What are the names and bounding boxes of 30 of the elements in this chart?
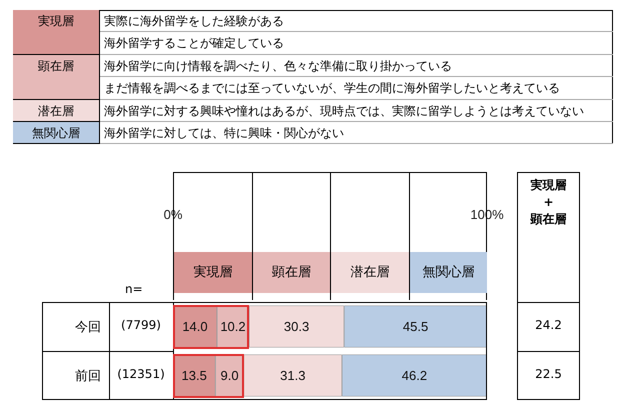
data-label: 46.2 bbox=[402, 368, 428, 383]
text: 24.2 bbox=[534, 318, 563, 334]
legend-swatch: 実現層 bbox=[174, 252, 252, 293]
text: 海外留学に向け情報を調べたり、色々な準備に取り掛かっている bbox=[100, 54, 613, 78]
text: 実現層 + 顕在層 bbox=[529, 177, 568, 228]
text: 顕在層 bbox=[38, 58, 74, 73]
legend-swatch: 顕在層 bbox=[252, 252, 330, 293]
text: まだ情報を調べるまでには至っていないが、学生の間に海外留学したいと考えている bbox=[100, 77, 613, 100]
y-tick-label: 前回 bbox=[75, 368, 101, 383]
text: n= bbox=[125, 282, 144, 298]
text: 実際に海外留学をした経験がある bbox=[100, 10, 613, 32]
text: (12351) bbox=[116, 366, 166, 382]
legend-swatch: 潜在層 bbox=[331, 252, 408, 293]
data-label: 13.5 bbox=[182, 368, 207, 383]
data-label: 30.3 bbox=[284, 319, 310, 334]
text: 海外留学することが確定している bbox=[100, 32, 613, 55]
text: (7799) bbox=[120, 318, 162, 334]
text: 海外留学に対しては、特に興味・関心がない bbox=[100, 122, 613, 144]
text: 実現層 bbox=[38, 14, 74, 28]
legend-swatch: 無関心層 bbox=[410, 252, 487, 293]
data-label: 45.5 bbox=[402, 319, 428, 334]
data-label: 9.0 bbox=[220, 368, 239, 383]
text: 海外留学に対する興味や憧れはあるが、現時点では、実際に留学しようとは考えていない bbox=[100, 100, 613, 122]
y-tick-label: 今回 bbox=[75, 319, 101, 334]
text: 潜在層 bbox=[38, 104, 74, 118]
text: 無関心層 bbox=[32, 126, 80, 140]
data-label: 14.0 bbox=[182, 319, 208, 334]
text: 22.5 bbox=[534, 366, 563, 382]
data-label: 31.3 bbox=[280, 368, 306, 383]
data-label: 10.2 bbox=[220, 319, 246, 334]
